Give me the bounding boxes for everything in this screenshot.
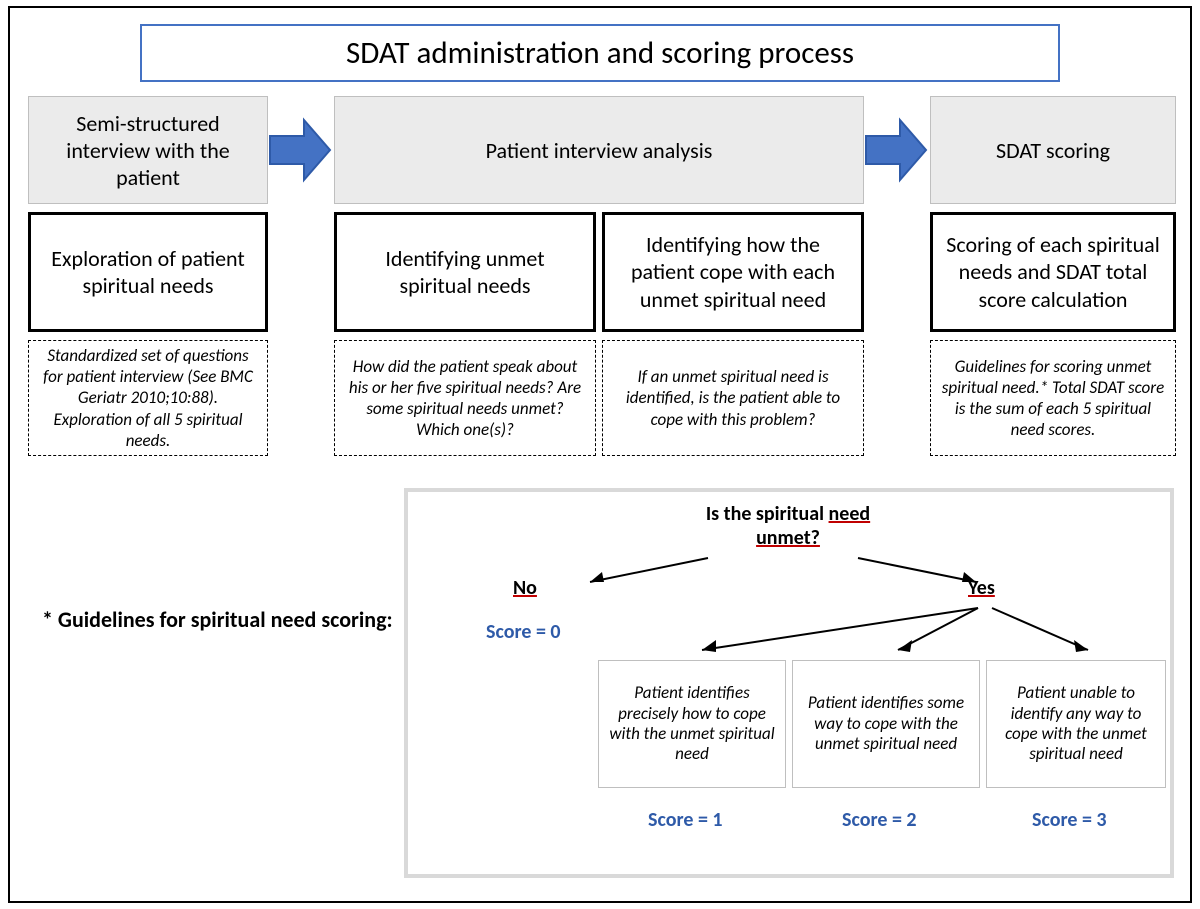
title-text: SDAT administration and scoring process [346,34,854,72]
branch-no: No [513,576,537,600]
title-box: SDAT administration and scoring process [140,24,1060,82]
note-text: How did the patient speak about his or h… [345,356,585,441]
subbox-label: Scoring of each spiritual needs and SDAT… [943,231,1163,314]
note-identify-cope: If an unmet spiritual need is identified… [602,340,864,456]
stage-label: SDAT scoring [996,137,1110,164]
outcome-2: Patient identifies some way to cope with… [792,660,980,788]
decision-frame: Is the spiritual need unmet? No Yes Scor… [404,488,1174,878]
note-scoring: Guidelines for scoring unmet spiritual n… [930,340,1176,456]
arrow-1 [268,116,334,184]
note-text: Standardized set of questions for patien… [39,345,257,451]
branch-arrow-no [578,552,718,592]
decision-question: Is the spiritual need unmet? [668,502,908,550]
stage-label: Patient interview analysis [486,137,713,164]
subbox-identify-cope: Identifying how the patient cope with ea… [602,212,864,332]
guideline-text: * Guidelines for spiritual need scoring: [42,606,393,633]
stage-scoring: SDAT scoring [930,96,1176,204]
score-0-text: Score = 0 [486,620,561,644]
score-3: Score = 3 [1032,808,1107,832]
guideline-label: * Guidelines for spiritual need scoring: [42,606,393,633]
note-identify-unmet: How did the patient speak about his or h… [334,340,596,456]
score-3-text: Score = 3 [1032,808,1107,832]
subbox-label: Exploration of patient spiritual needs [41,245,255,300]
outer-frame: SDAT administration and scoring process … [8,6,1192,903]
outcome-text: Patient unable to identify any way to co… [995,683,1157,765]
subbox-label: Identifying unmet spiritual needs [347,245,583,300]
subbox-exploration: Exploration of patient spiritual needs [28,212,268,332]
note-text: If an unmet spiritual need is identified… [613,366,853,430]
arrow-2 [864,116,930,184]
outcome-text: Patient identifies some way to cope with… [801,693,971,754]
score-2-text: Score = 2 [842,808,917,832]
branch-no-text: No [513,576,537,600]
stage-analysis: Patient interview analysis [334,96,864,204]
outcome-3: Patient unable to identify any way to co… [986,660,1166,788]
yes-arrow-2 [878,604,988,660]
branch-yes-text: Yes [968,576,995,600]
q-word2: unmet? [756,526,820,550]
score-1-text: Score = 1 [648,808,723,832]
subbox-identify-unmet: Identifying unmet spiritual needs [334,212,596,332]
stage-label: Semi-structured interview with the patie… [39,110,257,191]
subbox-label: Identifying how the patient cope with ea… [615,231,851,314]
score-1: Score = 1 [648,808,723,832]
score-2: Score = 2 [842,808,917,832]
outcome-text: Patient identifies precisely how to cope… [607,683,777,765]
outcome-1: Patient identifies precisely how to cope… [598,660,786,788]
score-0: Score = 0 [486,620,561,644]
stage-interview: Semi-structured interview with the patie… [28,96,268,204]
yes-arrow-3 [988,604,1108,660]
subbox-scoring: Scoring of each spiritual needs and SDAT… [930,212,1176,332]
q-line1: Is the spiritual [706,502,824,526]
branch-arrow-yes [848,552,988,592]
note-text: Guidelines for scoring unmet spiritual n… [941,356,1165,441]
note-exploration: Standardized set of questions for patien… [28,340,268,456]
branch-yes: Yes [968,576,995,600]
q-word1: need [829,502,871,526]
